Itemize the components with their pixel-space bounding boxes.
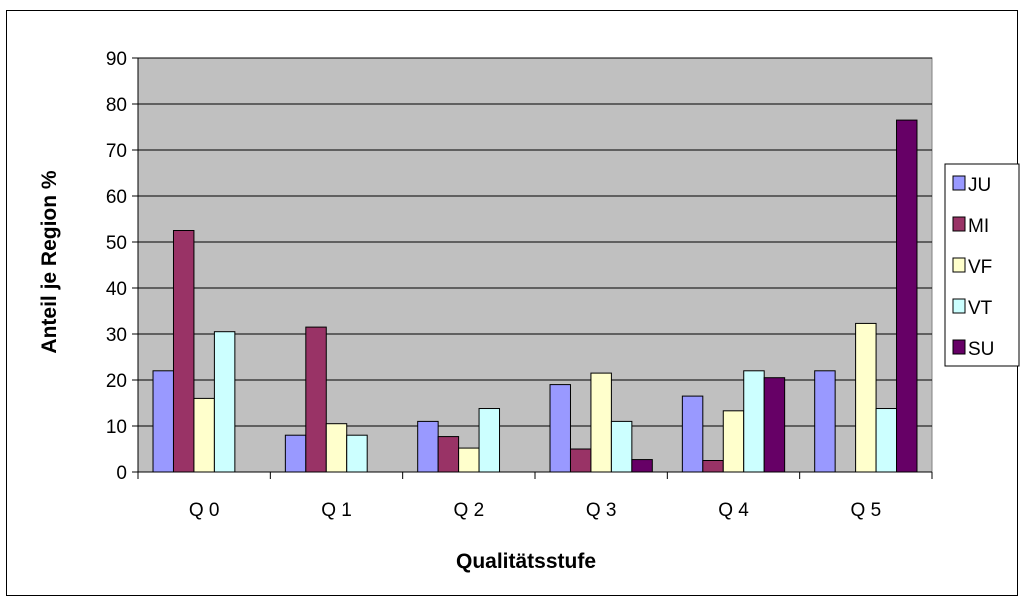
bar-vt-q5 [875, 408, 898, 473]
legend: JU MI VF VT SU [944, 163, 1020, 367]
axes [132, 57, 933, 479]
bar-ju-q3 [549, 384, 571, 473]
y-tick-label: 20 [106, 371, 127, 392]
y-tick-label: 70 [106, 141, 127, 162]
bar-vf-q1 [325, 423, 348, 473]
bar-su-q5 [896, 119, 918, 473]
bar-ju-q4 [681, 395, 704, 473]
bar-ju-q5 [814, 370, 836, 473]
x-tick-label: Q 4 [718, 500, 749, 521]
x-tick-labels: Q 0 Q 1 Q 2 Q 3 Q 4 Q 5 [189, 500, 881, 521]
y-tick-label: 80 [106, 95, 127, 116]
bars [152, 119, 918, 473]
x-tick-label: Q 3 [586, 500, 617, 521]
y-tick-label: 60 [106, 187, 127, 208]
bar-vf-q4 [722, 410, 745, 473]
legend-label-vf: VF [968, 257, 992, 278]
bar-vt-q3 [610, 420, 633, 473]
bar-vt-q1 [346, 434, 368, 473]
bar-vf-q0 [193, 397, 215, 473]
bar-vt-q0 [213, 331, 236, 473]
y-tick-label: 10 [106, 417, 127, 438]
legend-swatch-vt [952, 298, 966, 314]
bar-mi-q0 [172, 230, 195, 473]
x-tick-label: Q 2 [454, 500, 485, 521]
legend-swatch-ju [952, 175, 966, 191]
y-tick-label: 40 [106, 279, 127, 300]
gridlines [138, 57, 932, 427]
bar-su-q3 [631, 459, 653, 473]
bar-ju-q0 [152, 370, 174, 473]
bar-mi-q4 [702, 460, 724, 473]
bar-mi-q3 [569, 448, 592, 473]
bar-vt-q2 [478, 408, 501, 473]
y-tick-label: 30 [106, 325, 127, 346]
bar-vf-q2 [458, 447, 480, 473]
bar-ju-q1 [284, 434, 307, 473]
y-axis-title: Anteil je Region % [38, 170, 61, 354]
legend-label-ju: JU [968, 175, 991, 196]
bar-mi-q1 [305, 326, 327, 473]
y-tick-labels: 0 10 20 30 40 50 60 70 80 90 [106, 49, 127, 484]
bar-su-q4 [763, 377, 786, 473]
legend-label-vt: VT [968, 298, 993, 319]
legend-swatch-su [952, 339, 966, 355]
x-tick-label: Q 1 [321, 500, 352, 521]
bar-mi-q2 [437, 436, 460, 473]
x-tick-label: Q 5 [851, 500, 882, 521]
legend-swatch-mi [952, 216, 966, 232]
y-tick-label: 50 [106, 233, 127, 254]
x-tick-label: Q 0 [189, 500, 220, 521]
legend-label-su: SU [968, 339, 994, 360]
y-tick-label: 90 [106, 49, 127, 70]
bar-vt-q4 [743, 370, 765, 473]
bar-ju-q2 [417, 420, 439, 473]
legend-swatch-vf [952, 257, 966, 273]
x-axis-title: Qualitätsstufe [456, 550, 596, 573]
plot-area [137, 57, 933, 473]
bar-vf-q3 [590, 372, 612, 473]
bar-vf-q5 [855, 322, 877, 473]
legend-label-mi: MI [968, 216, 989, 237]
y-tick-label: 0 [116, 463, 127, 484]
